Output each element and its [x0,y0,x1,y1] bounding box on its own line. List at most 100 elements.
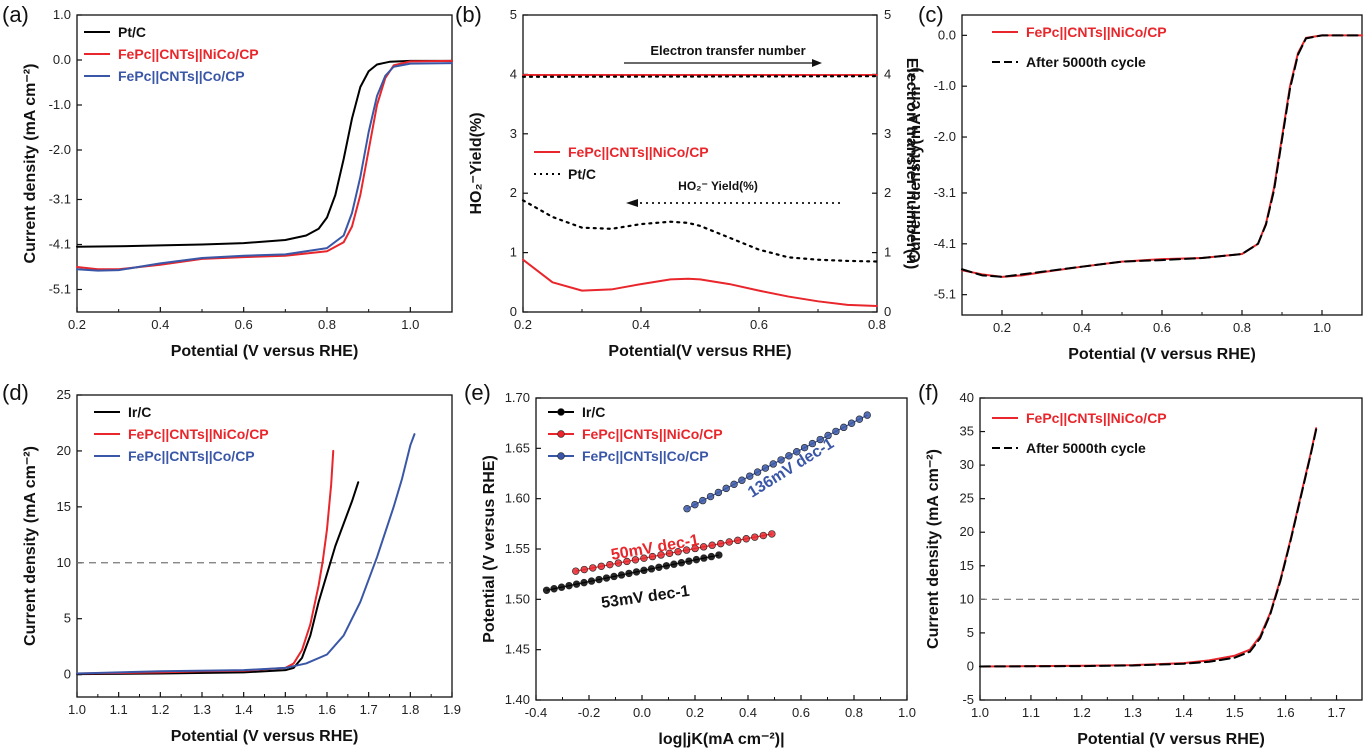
data-point [855,415,864,423]
data-point [808,439,817,448]
legend-label: FePc||CNTs||NiCo/CP [582,426,723,442]
x-tick-label: 0.4 [151,317,169,332]
y-right-tick-label: 0 [884,304,891,319]
data-point [722,484,730,493]
y-axis-title: Current density(mA cm⁻²) [907,67,924,262]
data-point [632,568,641,576]
x-tick-label: 1.3 [1124,705,1142,720]
data-point [761,464,770,472]
data-point [662,562,671,570]
y-tick-label: -4.1 [49,237,71,252]
legend-marker [557,408,565,416]
x-tick-label: 1.7 [1327,705,1345,720]
y-right-tick-label: 1 [884,245,891,260]
x-axis-title: Potential (V versus RHE) [1077,731,1265,748]
data-point [623,557,631,566]
data-point [716,539,725,548]
data-point [557,583,566,591]
plot-frame [961,14,1363,316]
x-tick-label: 0.0 [633,705,651,720]
x-axis-title: log|jK(mA cm⁻²)| [658,731,784,748]
x-tick-label: 0.2 [686,705,704,720]
y-tick-label: -2.0 [934,129,956,144]
data-point [647,565,656,573]
x-tick-label: 0.6 [750,317,768,332]
data-point [682,546,691,554]
x-axis-title: Potential (V versus RHE) [171,728,359,745]
slope-label-irc: 53mV dec-1 [600,583,691,612]
x-tick-label: 1.5 [1226,705,1244,720]
y-tick-label: 4 [510,66,517,81]
y-tick-label: 25 [960,491,974,506]
data-point [572,567,580,575]
x-tick-label: 0.4 [739,705,757,720]
data-point [614,559,623,567]
legend-label: FePc||CNTs||NiCo/CP [1026,24,1167,40]
panel-label: (e) [464,380,491,405]
data-point [699,496,707,505]
series-line-1 [76,59,453,271]
data-point [700,554,708,562]
y-tick-label: -3.1 [934,185,956,200]
y-tick-label: 0 [64,667,71,682]
panel-label: (a) [2,2,29,27]
data-point [606,560,614,569]
arrowhead-right [812,59,822,67]
x-tick-label: 1.6 [1277,705,1295,720]
y-right-tick-label: 2 [884,185,891,200]
data-point [785,452,793,460]
y-tick-label: 1.70 [505,390,530,405]
x-tick-label: 1.0 [898,705,916,720]
series-line-0 [76,481,360,676]
legend-label: After 5000th cycle [1026,54,1146,70]
slope-label-co: 136mV dec-1 [745,435,837,501]
data-point [699,543,708,551]
y-tick-label: 0 [967,658,974,673]
panel-label: (b) [455,2,482,27]
x-axis-title: Potential (V versus RHE) [1068,346,1256,363]
y-tick-label: -1.0 [934,78,956,93]
y-tick-label: 3 [510,126,517,141]
legend-marker [557,452,565,460]
panel-b-annotations: Electron transfer number HO₂⁻ Yield(%) [624,43,842,207]
plot-frame [522,14,878,313]
data-point [759,531,768,540]
x-tick-label: 0.2 [514,317,532,332]
y-tick-label: 1.45 [505,642,530,657]
x-tick-label: 1.1 [110,702,128,717]
arrowhead-left [626,199,638,207]
x-axis-title: Potential (V versus RHE) [171,343,359,360]
y-tick-label: 0.0 [938,27,956,42]
data-point [677,558,686,567]
data-point [800,443,809,452]
data-point [714,488,723,497]
chart-panel-f: (f) 1.0 1.1 1.2 1.3 1.4 1.5 1.6 1.7 -5 0 5 10 15 20 25 3… [918,380,1363,748]
y-axis-title: Current density (mA cm⁻²) [22,446,39,646]
x-axis-title: Potential(V versus RHE) [608,343,791,360]
x-tick-label: 1.2 [151,702,169,717]
panel-label: (d) [2,380,29,405]
x-tick-label: -0.2 [578,705,600,720]
y-right-axis-title: Electron transfer number(n) [903,58,920,270]
y-tick-label: -5.1 [49,282,71,297]
x-tick-label: 1.0 [401,317,419,332]
x-tick-label: 1.7 [360,702,378,717]
data-point [824,431,832,440]
y-tick-label: 1.60 [505,491,530,506]
series-line-0 [979,427,1318,668]
data-point [707,552,716,561]
data-point [565,581,573,590]
legend-label: FePc||CNTs||Co/CP [582,448,709,464]
data-point [597,562,606,570]
x-tick-label: 1.2 [1073,705,1091,720]
x-tick-label: 0.6 [1153,320,1171,335]
y-tick-label: 5 [510,7,517,22]
y-tick-label: 1.40 [505,692,530,707]
series-line-3 [521,75,879,78]
y-tick-label: 35 [960,424,974,439]
data-point [734,536,742,545]
data-point [708,541,716,549]
data-point [769,460,777,468]
legend-label: FePc||CNTs||NiCo/CP [118,46,259,62]
